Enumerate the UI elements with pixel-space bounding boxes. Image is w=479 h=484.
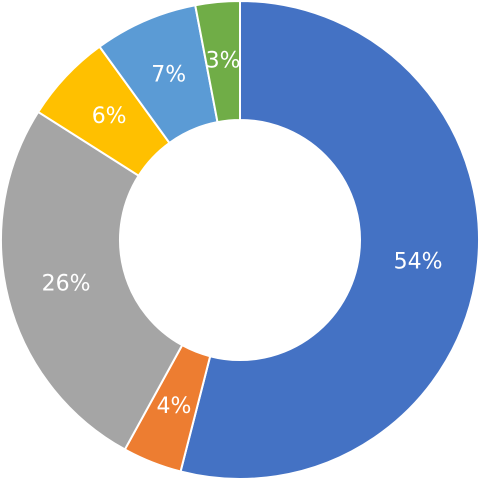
data-label: 54% bbox=[394, 249, 443, 274]
data-label: 6% bbox=[92, 104, 127, 129]
data-label: 7% bbox=[151, 62, 186, 87]
donut-segment bbox=[194, 0, 241, 124]
data-label: 26% bbox=[42, 272, 91, 297]
data-label: 3% bbox=[206, 48, 241, 73]
data-label: 4% bbox=[156, 394, 191, 419]
donut-segment bbox=[179, 0, 479, 480]
donut-segment bbox=[0, 110, 184, 451]
